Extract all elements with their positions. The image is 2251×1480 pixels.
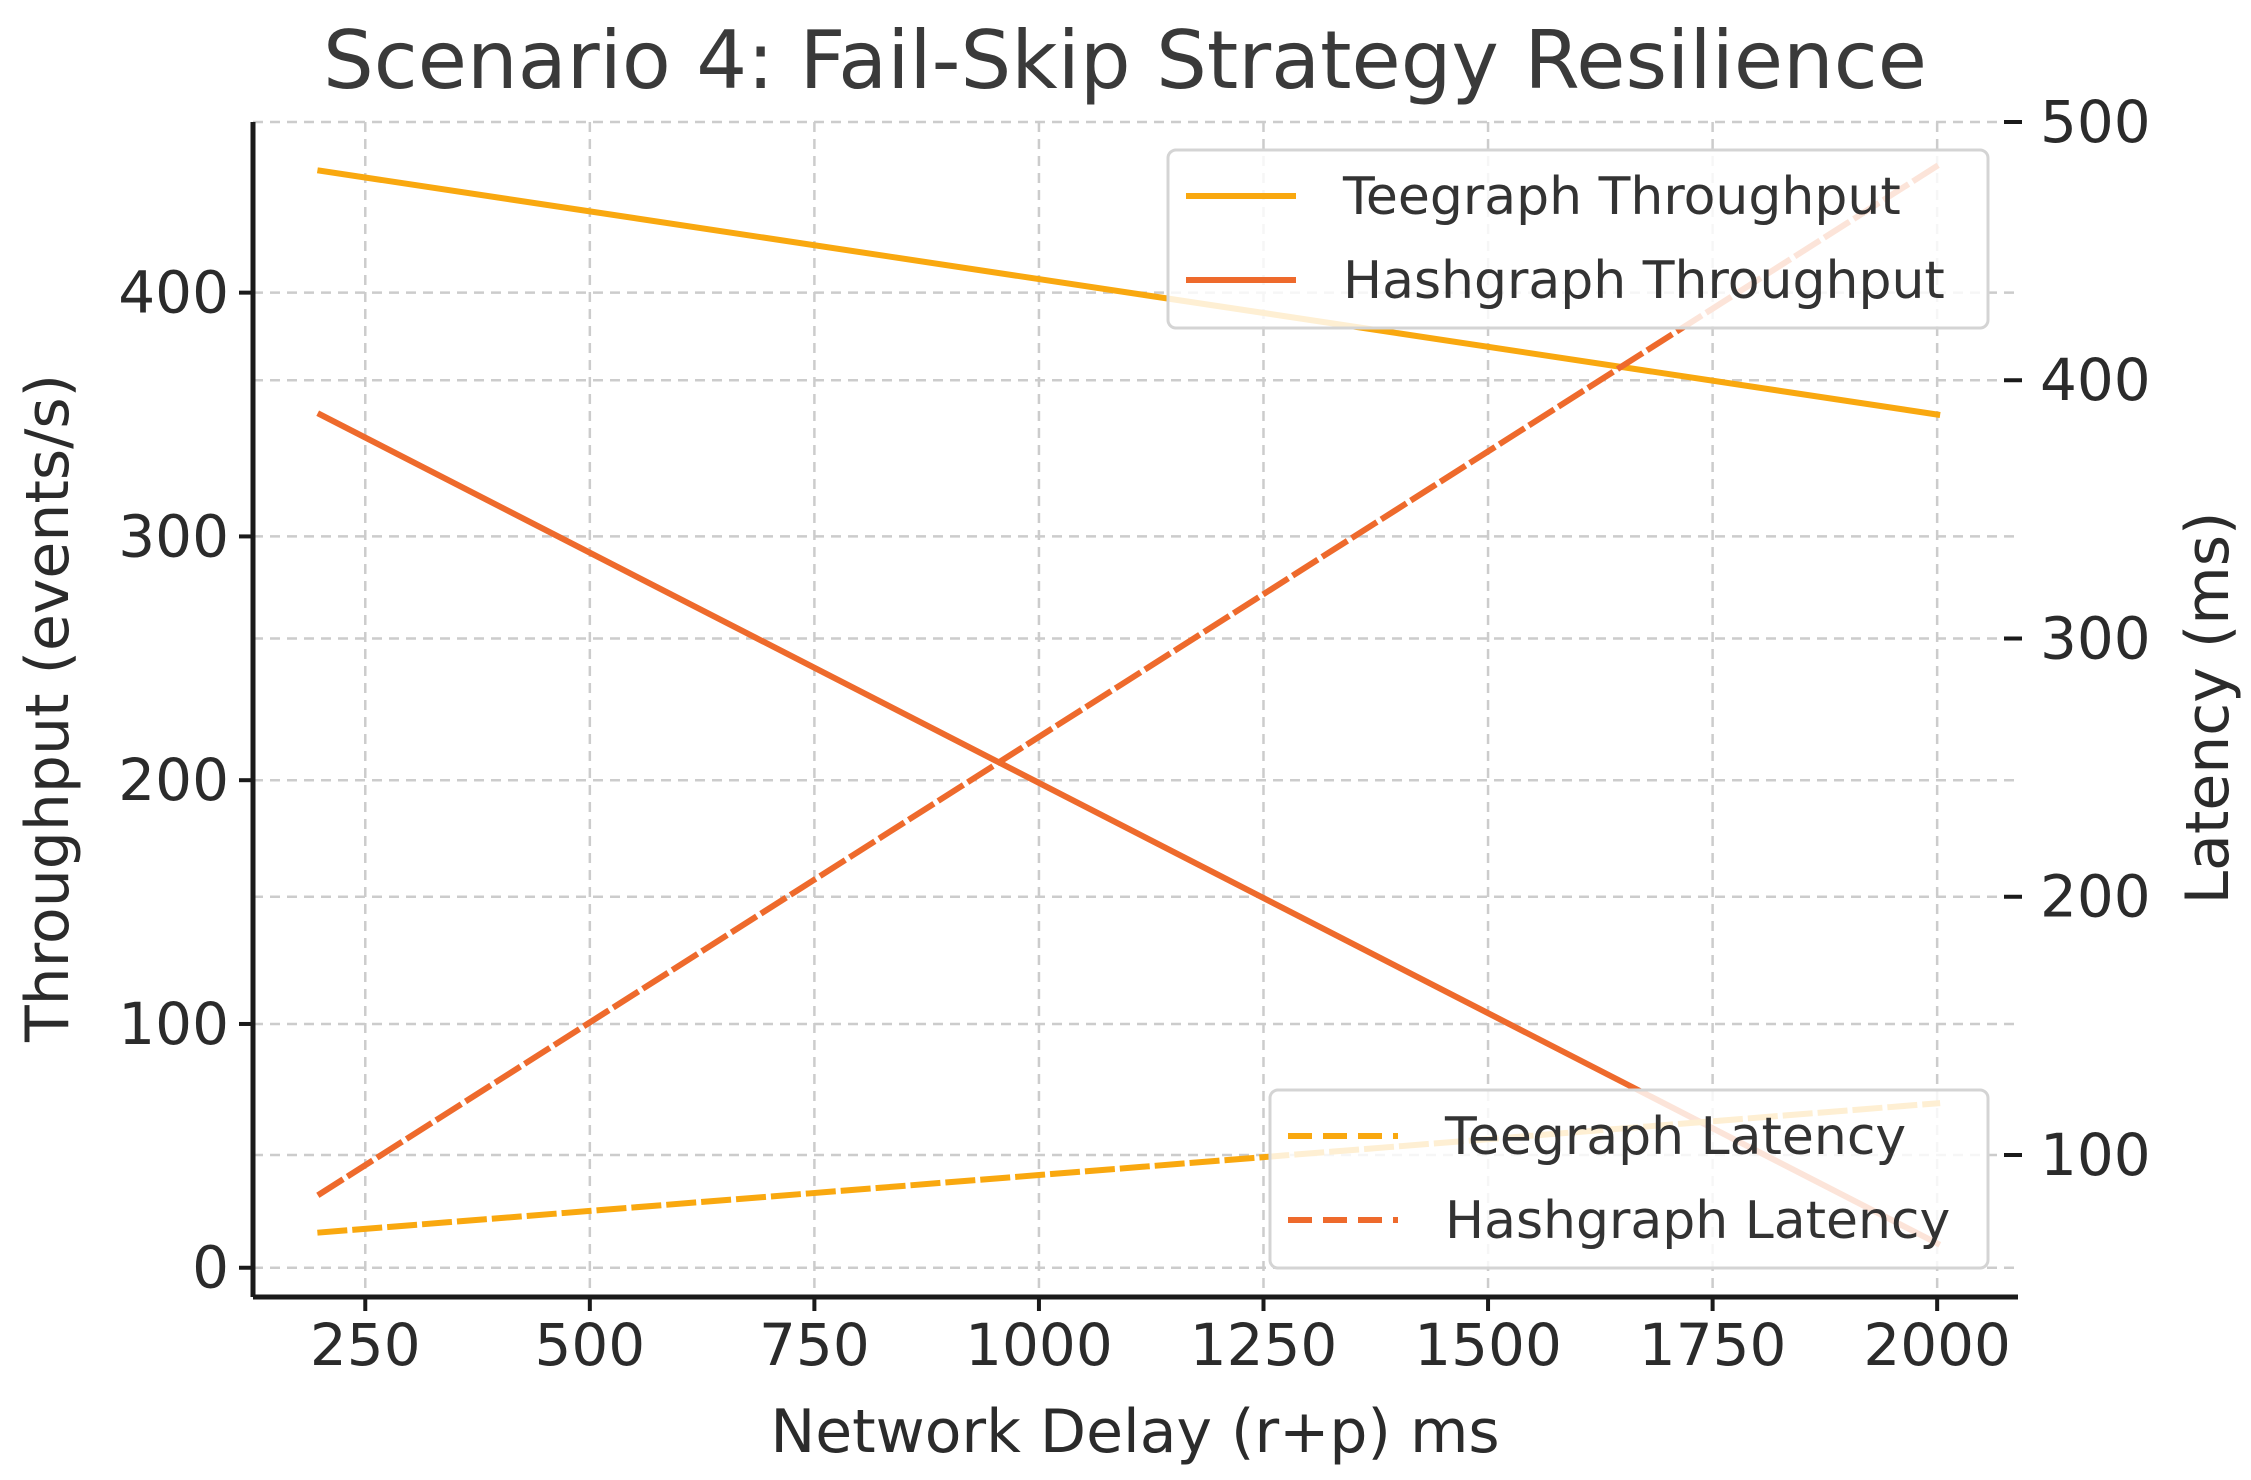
y-axis-label-left: Throughput (events/s) (13, 374, 83, 1043)
legend-label: Teegraph Throughput (1342, 167, 1901, 227)
legend-label: Hashgraph Latency (1445, 1191, 1950, 1251)
y-right-tick-label: 500 (2040, 88, 2151, 156)
x-tick-label: 1000 (965, 1311, 1113, 1379)
x-tick-label: 500 (534, 1311, 645, 1379)
legend-frame (1268, 1088, 1990, 1270)
x-tick-label: 2000 (1863, 1311, 2011, 1379)
y-right-tick-label: 200 (2040, 863, 2151, 931)
x-tick-label: 750 (759, 1311, 870, 1379)
y-left-tick-label: 400 (118, 259, 229, 327)
y-left-tick-label: 100 (118, 990, 229, 1058)
axes (250, 122, 2018, 1300)
ticks: 250 500 750 1000 1250 1500 1750 2000 0 100 200 300 4… (118, 88, 2150, 1379)
y-left-tick-label: 0 (192, 1234, 229, 1302)
y-right-tick-label: 100 (2040, 1121, 2151, 1189)
x-tick-label: 1500 (1414, 1311, 1562, 1379)
x-tick-label: 1250 (1190, 1311, 1338, 1379)
y-left-tick-label: 200 (118, 746, 229, 814)
series-line-hashgraph-latency (316, 161, 1942, 1198)
x-axis-label: Network Delay (r+p) ms (770, 1397, 1499, 1467)
chart-title: Scenario 4: Fail-Skip Strategy Resilienc… (323, 14, 1927, 107)
x-tick-label: 1750 (1639, 1311, 1787, 1379)
legend-label: Hashgraph Throughput (1343, 251, 1945, 311)
x-tick-label: 250 (310, 1311, 421, 1379)
legend-label: Teegraph Latency (1444, 1107, 1906, 1167)
y-right-tick-label: 400 (2040, 346, 2151, 414)
legend-frame (1166, 148, 1990, 330)
series-line-teegraph-throughput (316, 167, 1941, 418)
legend-lower-right: Teegraph Latency Hashgraph Latency (1268, 1088, 1990, 1270)
y-right-tick-label: 300 (2040, 604, 2151, 672)
legend-upper-right: Teegraph Throughput Hashgraph Throughput (1166, 148, 1990, 330)
y-axis-label-right: Latency (ms) (2173, 512, 2243, 905)
y-left-tick-label: 300 (118, 502, 229, 570)
